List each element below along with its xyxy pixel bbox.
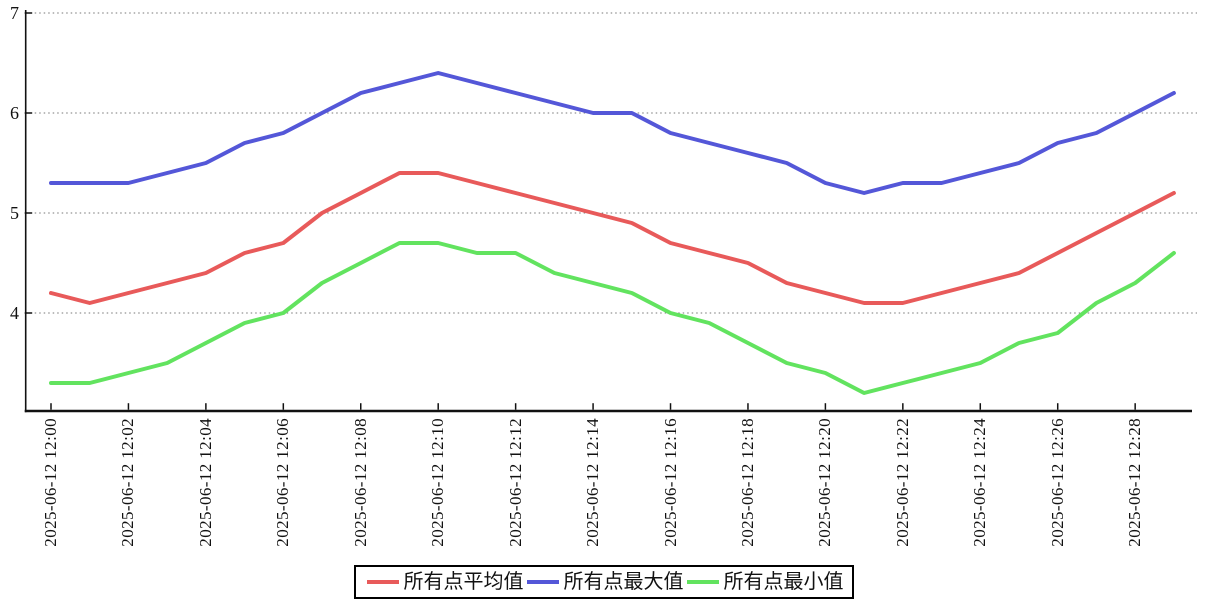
x-tick-label: 2025-06-12 12:06 (273, 418, 293, 547)
y-tick-label: 5 (10, 203, 19, 223)
series-line-min (49, 241, 1176, 395)
x-tick-label: 2025-06-12 12:26 (1047, 418, 1067, 547)
x-tick-label: 2025-06-12 12:22 (892, 418, 912, 547)
x-tick-label: 2025-06-12 12:24 (970, 418, 990, 547)
y-tick-label: 7 (10, 3, 19, 23)
legend-label-max: 所有点最大值 (563, 571, 684, 593)
legend-swatch-avg (366, 580, 399, 584)
x-tick-label: 2025-06-12 12:20 (815, 418, 835, 547)
legend-label-min: 所有点最小值 (723, 571, 844, 593)
legend-item-min: 所有点最小值 (684, 569, 844, 595)
x-tick-label: 2025-06-12 12:10 (428, 418, 448, 547)
legend-box: 所有点平均值 所有点最大值 所有点最小值 (353, 565, 854, 599)
x-tick-label: 2025-06-12 12:16 (660, 418, 680, 547)
y-tick-label: 4 (10, 303, 19, 323)
legend-swatch-min (686, 580, 719, 584)
x-tick-label: 2025-06-12 12:18 (737, 418, 757, 547)
legend-item-avg: 所有点平均值 (364, 569, 524, 595)
x-tick-label: 2025-06-12 12:04 (195, 418, 215, 547)
legend-item-max: 所有点最大值 (524, 569, 684, 595)
legend-label-avg: 所有点平均值 (403, 571, 524, 593)
x-tick-label: 2025-06-12 12:14 (583, 418, 603, 547)
legend-swatch-max (526, 580, 559, 584)
x-tick-label: 2025-06-12 12:00 (41, 418, 60, 547)
series-line-max (49, 71, 1176, 195)
x-tick-label: 2025-06-12 12:08 (350, 418, 370, 547)
x-tick-label: 2025-06-12 12:12 (505, 418, 525, 547)
x-tick-label: 2025-06-12 12:28 (1125, 418, 1145, 547)
x-tick-label: 2025-06-12 12:02 (118, 418, 138, 547)
series-line-avg (49, 171, 1176, 305)
y-tick-label: 6 (10, 103, 19, 123)
